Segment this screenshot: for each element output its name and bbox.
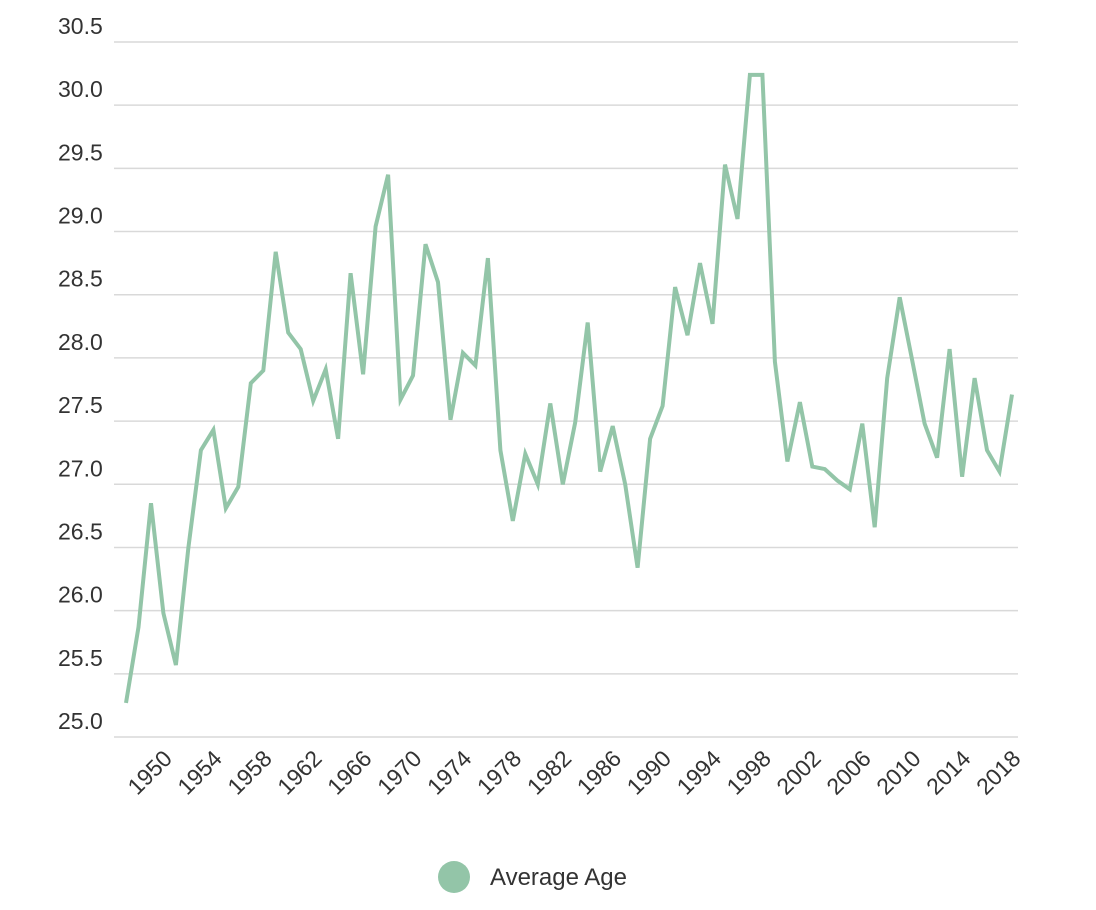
y-tick-label: 29.0	[58, 203, 103, 229]
y-tick-label: 29.5	[58, 139, 103, 165]
x-tick-label: 1978	[472, 745, 527, 800]
x-tick-label: 1998	[721, 745, 776, 800]
x-tick-label: 2018	[971, 745, 1026, 800]
x-tick-label: 1950	[122, 745, 177, 800]
x-tick-label: 1994	[671, 745, 726, 800]
y-tick-label: 25.5	[58, 645, 103, 671]
y-tick-label: 30.5	[58, 13, 103, 39]
y-axis-ticks: 25.0 25.5 26.0 26.5 27.0 27.5 28.0 28.5 29.0 29.5…	[58, 13, 103, 734]
y-tick-label: 26.0	[58, 582, 103, 608]
y-tick-label: 30.0	[58, 76, 103, 102]
x-tick-label: 1982	[522, 745, 577, 800]
x-axis-ticks: 1950195419581962196619701974197819821986…	[122, 745, 1025, 800]
x-tick-label: 2002	[771, 745, 826, 800]
x-tick-label: 1966	[322, 745, 377, 800]
x-tick-label: 1970	[372, 745, 427, 800]
x-tick-label: 2006	[821, 745, 876, 800]
x-tick-label: 1962	[272, 745, 327, 800]
y-tick-label: 28.0	[58, 329, 103, 355]
legend[interactable]: Average Age	[438, 861, 627, 893]
x-tick-label: 1958	[222, 745, 277, 800]
x-tick-label: 1954	[172, 745, 227, 800]
y-tick-label: 27.0	[58, 455, 103, 481]
y-tick-label: 27.5	[58, 392, 103, 418]
x-tick-label: 1974	[422, 745, 477, 800]
legend-label-average-age: Average Age	[490, 864, 627, 891]
line-chart: 25.0 25.5 26.0 26.5 27.0 27.5 28.0 28.5 29.0 29.5…	[0, 0, 1096, 910]
x-tick-label: 2014	[921, 745, 976, 800]
y-tick-label: 26.5	[58, 518, 103, 544]
x-tick-label: 1986	[572, 745, 627, 800]
x-tick-label: 1990	[622, 745, 677, 800]
legend-swatch-average-age	[438, 861, 470, 893]
y-tick-label: 25.0	[58, 708, 103, 734]
y-tick-label: 28.5	[58, 266, 103, 292]
x-tick-label: 2010	[871, 745, 926, 800]
